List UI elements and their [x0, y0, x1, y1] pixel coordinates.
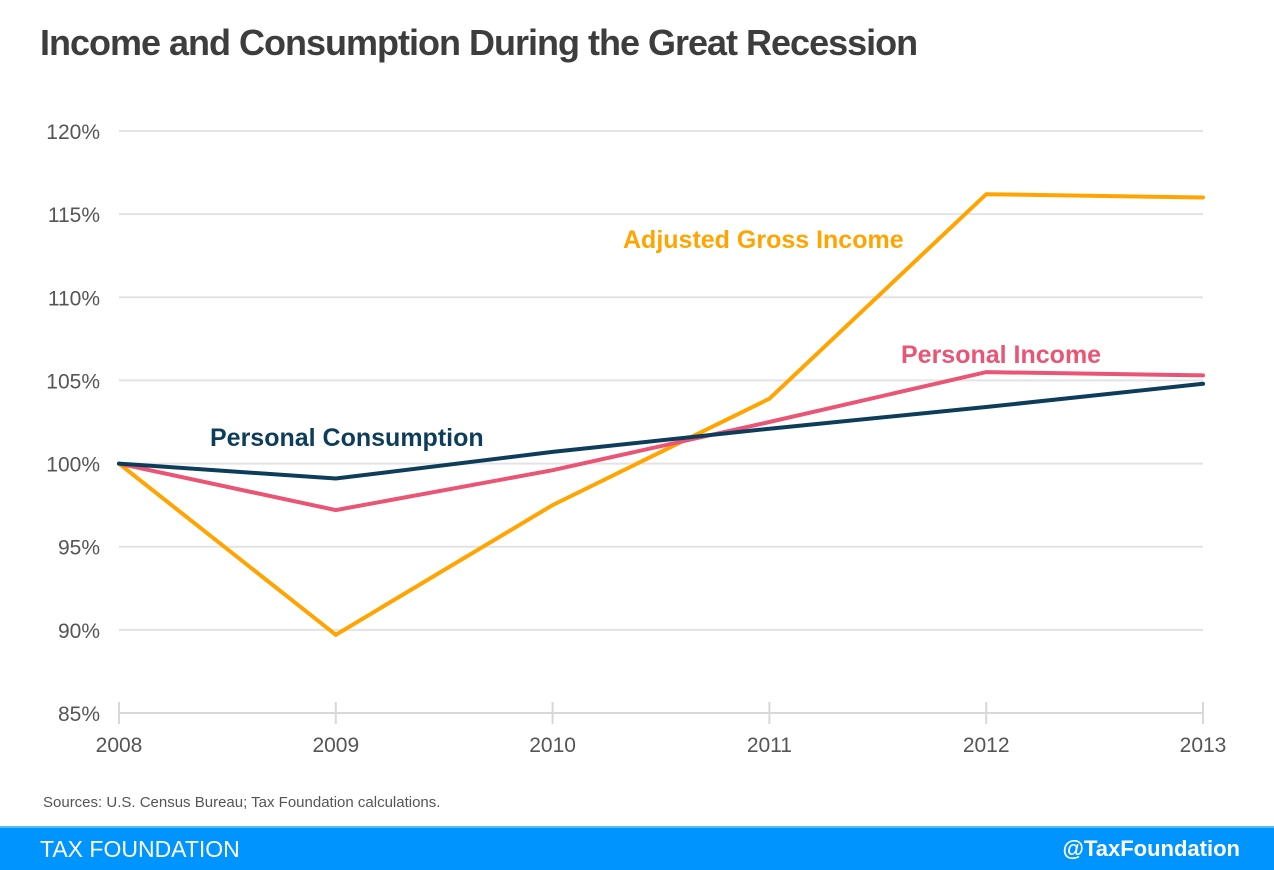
series-lines	[117, 192, 1205, 638]
x-tick-label: 2010	[529, 734, 576, 757]
y-axis: 85% 90% 95% 100% 105% 110% 115% 120%	[46, 121, 100, 726]
series-label-personal-income: Personal Income	[901, 341, 1101, 369]
x-tick-label: 2008	[96, 734, 143, 757]
y-tick-label: 120%	[46, 121, 100, 144]
x-axis: 2008 2009 2010 2011 2012 2013	[96, 702, 1227, 757]
y-tick-label: 110%	[48, 287, 100, 310]
series-line-adjusted-gross-income	[117, 192, 1205, 638]
source-note: Sources: U.S. Census Bureau; Tax Foundat…	[43, 794, 441, 811]
brand-name: TAX FOUNDATION	[40, 836, 240, 862]
y-tick-label: 115%	[48, 204, 100, 227]
chart-title: Income and Consumption During the Great …	[40, 22, 918, 63]
x-tick-label: 2012	[963, 734, 1010, 757]
series-label-personal-consumption: Personal Consumption	[210, 424, 484, 452]
series-line-personal-consumption	[117, 381, 1205, 481]
x-tick-label: 2011	[747, 734, 792, 757]
social-handle[interactable]: @TaxFoundation	[1062, 836, 1240, 861]
gridlines	[119, 130, 1203, 714]
y-tick-label: 85%	[58, 703, 100, 726]
y-tick-label: 90%	[58, 620, 100, 643]
series-line-personal-income	[117, 370, 1205, 513]
x-tick-label: 2009	[312, 734, 359, 757]
x-tick-label: 2013	[1180, 734, 1227, 757]
y-tick-label: 100%	[46, 454, 100, 477]
y-tick-label: 105%	[46, 370, 100, 393]
footer-bar: TAX FOUNDATION @TaxFoundation	[0, 826, 1274, 870]
y-tick-label: 95%	[58, 537, 100, 560]
series-labels: Adjusted Gross Income Personal Income Pers…	[210, 226, 1101, 452]
series-label-adjusted-gross-income: Adjusted Gross Income	[623, 226, 904, 254]
